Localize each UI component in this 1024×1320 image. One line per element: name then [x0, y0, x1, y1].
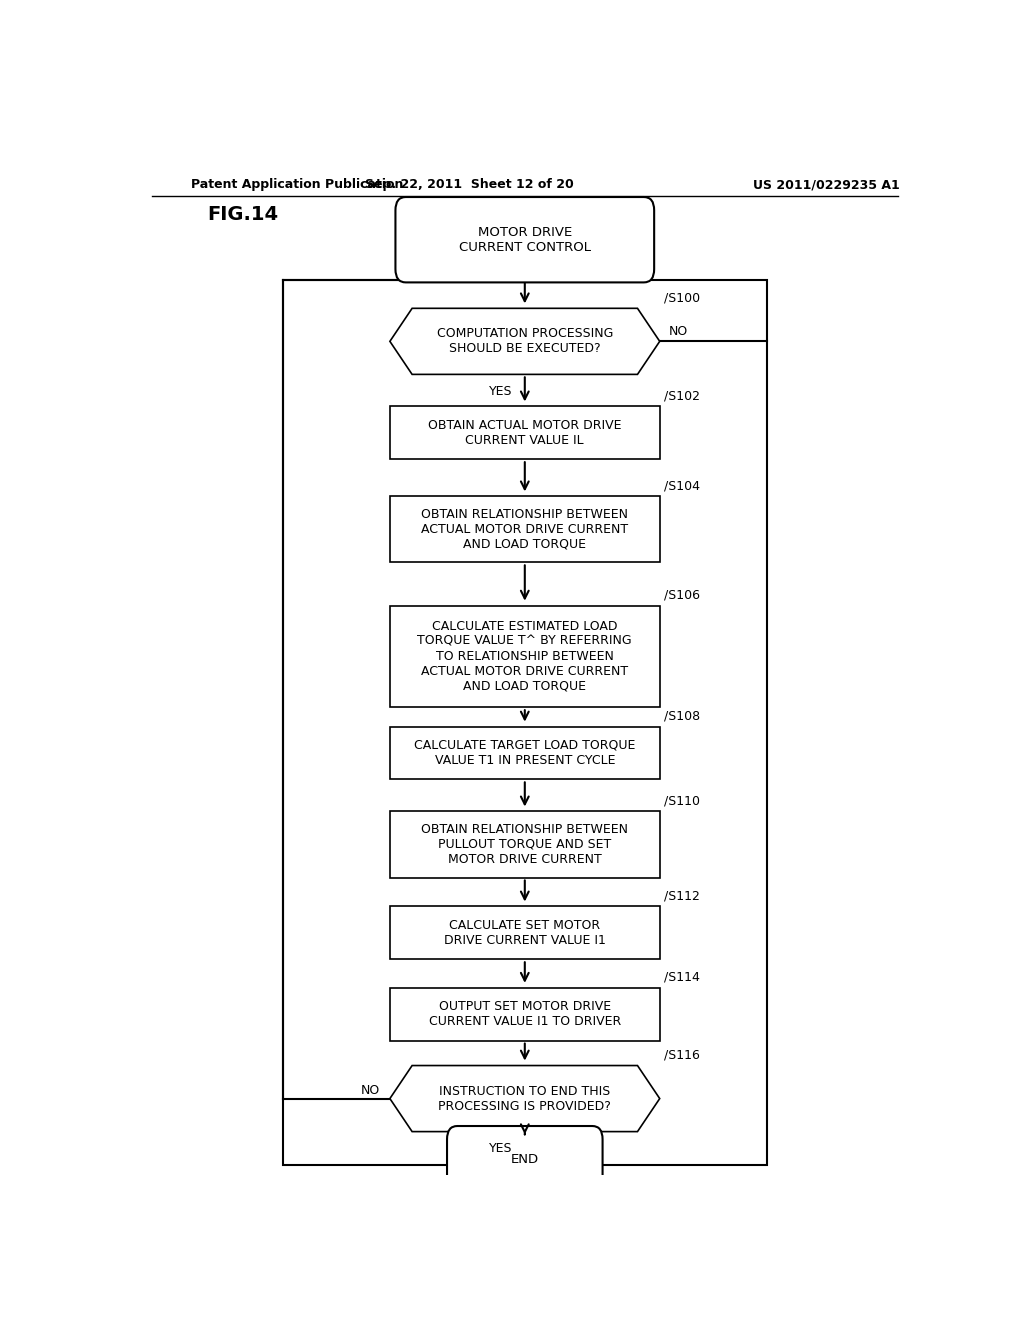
Text: OBTAIN ACTUAL MOTOR DRIVE
CURRENT VALUE IL: OBTAIN ACTUAL MOTOR DRIVE CURRENT VALUE … [428, 418, 622, 447]
FancyBboxPatch shape [395, 197, 654, 282]
Text: /S110: /S110 [664, 795, 699, 808]
Text: Sep. 22, 2011  Sheet 12 of 20: Sep. 22, 2011 Sheet 12 of 20 [365, 178, 573, 191]
Bar [283, 280, 767, 1164]
Polygon shape [390, 1065, 659, 1131]
Bar [390, 987, 659, 1040]
Text: END: END [511, 1154, 539, 1166]
Text: FIG.14: FIG.14 [207, 205, 279, 224]
Text: OBTAIN RELATIONSHIP BETWEEN
ACTUAL MOTOR DRIVE CURRENT
AND LOAD TORQUE: OBTAIN RELATIONSHIP BETWEEN ACTUAL MOTOR… [421, 508, 629, 550]
Text: /S108: /S108 [664, 710, 699, 722]
Text: /S100: /S100 [664, 292, 699, 304]
Text: COMPUTATION PROCESSING
SHOULD BE EXECUTED?: COMPUTATION PROCESSING SHOULD BE EXECUTE… [436, 327, 613, 355]
Text: /S116: /S116 [664, 1048, 699, 1061]
Text: OBTAIN RELATIONSHIP BETWEEN
PULLOUT TORQUE AND SET
MOTOR DRIVE CURRENT: OBTAIN RELATIONSHIP BETWEEN PULLOUT TORQ… [421, 822, 629, 866]
Bar [390, 907, 659, 960]
Bar [390, 726, 659, 779]
Bar [390, 812, 659, 878]
Text: /S104: /S104 [664, 479, 699, 492]
Text: NO: NO [670, 325, 688, 338]
Text: YES: YES [489, 1142, 513, 1155]
Text: US 2011/0229235 A1: US 2011/0229235 A1 [753, 178, 900, 191]
Text: OUTPUT SET MOTOR DRIVE
CURRENT VALUE I1 TO DRIVER: OUTPUT SET MOTOR DRIVE CURRENT VALUE I1 … [429, 1001, 621, 1028]
Text: /S112: /S112 [664, 890, 699, 903]
Text: NO: NO [361, 1084, 380, 1097]
Text: /S102: /S102 [664, 389, 699, 403]
Text: CALCULATE ESTIMATED LOAD
TORQUE VALUE T^ BY REFERRING
TO RELATIONSHIP BETWEEN
AC: CALCULATE ESTIMATED LOAD TORQUE VALUE T^… [418, 620, 632, 693]
Bar [390, 407, 659, 459]
Text: MOTOR DRIVE
CURRENT CONTROL: MOTOR DRIVE CURRENT CONTROL [459, 226, 591, 253]
Text: CALCULATE SET MOTOR
DRIVE CURRENT VALUE I1: CALCULATE SET MOTOR DRIVE CURRENT VALUE … [443, 919, 606, 946]
Text: YES: YES [489, 384, 513, 397]
Bar [390, 606, 659, 708]
Text: CALCULATE TARGET LOAD TORQUE
VALUE T1 IN PRESENT CYCLE: CALCULATE TARGET LOAD TORQUE VALUE T1 IN… [414, 739, 636, 767]
Text: /S106: /S106 [664, 589, 699, 602]
Bar [390, 496, 659, 562]
Text: Patent Application Publication: Patent Application Publication [191, 178, 403, 191]
Polygon shape [390, 309, 659, 375]
FancyBboxPatch shape [447, 1126, 602, 1193]
Text: /S114: /S114 [664, 970, 699, 983]
Text: INSTRUCTION TO END THIS
PROCESSING IS PROVIDED?: INSTRUCTION TO END THIS PROCESSING IS PR… [438, 1085, 611, 1113]
